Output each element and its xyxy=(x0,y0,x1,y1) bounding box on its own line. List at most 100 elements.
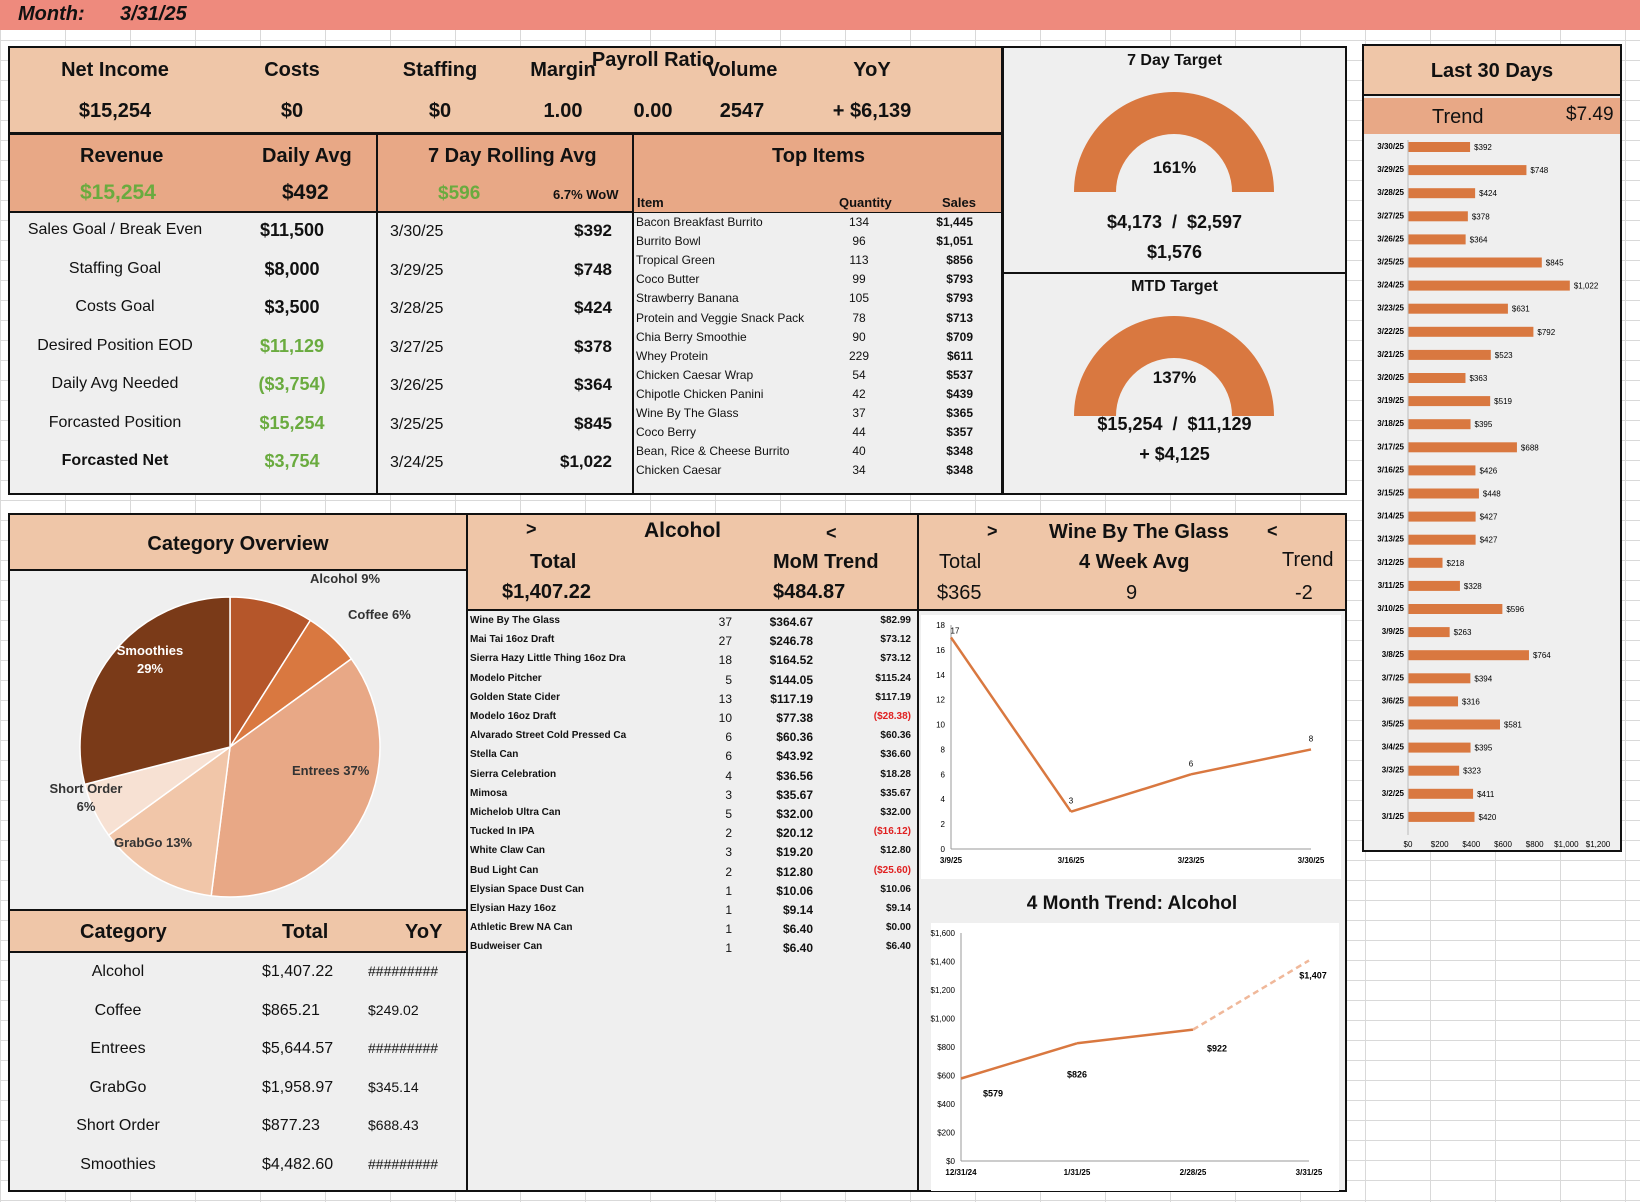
bar-13 xyxy=(1408,442,1517,453)
last30-trend-label: Trend xyxy=(1432,106,1484,128)
target-mtd-pct: 137% xyxy=(1152,368,1197,387)
daily-avg-value: $492 xyxy=(282,181,329,204)
category-yoy-3: $345.14 xyxy=(368,1078,419,1095)
category-overview-header: Category Overview xyxy=(10,515,466,571)
rolling-value-4: $364 xyxy=(574,375,612,394)
alcohol-sales-15: $9.14 xyxy=(782,903,813,917)
bar-label-4: $364 xyxy=(1470,235,1488,244)
bar-23 xyxy=(1408,673,1471,684)
rolling-title: 7 Day Rolling Avg xyxy=(428,145,597,167)
category-yoy-4: $688.43 xyxy=(368,1117,419,1133)
bar-27 xyxy=(1408,765,1460,776)
bar-6 xyxy=(1408,280,1570,291)
month-label: Month: xyxy=(18,3,85,25)
kpi-value-2: $0 xyxy=(428,100,452,122)
alcohol-sales-12: $19.20 xyxy=(776,845,813,860)
alcohol-qty-6: 6 xyxy=(725,730,732,745)
alcohol-prev-button[interactable]: > xyxy=(526,519,537,539)
alcohol-next-button[interactable]: < xyxy=(826,523,837,543)
kpi-strip: Net Income $15,254 Costs $0 Staffing $0 Margin… xyxy=(8,46,1003,134)
rolling-date-6: 3/24/25 xyxy=(390,454,444,471)
alc-ytick-6: $1,200 xyxy=(931,986,956,995)
target-7day: 7 Day Target 161% $4,173 / $2,597 $1,576 xyxy=(1004,48,1345,274)
bar-category-12: 3/18/25 xyxy=(1377,419,1404,428)
top-item-name-13: Chicken Caesar xyxy=(636,463,722,478)
last30-trend-value: $7.49 xyxy=(1566,104,1614,125)
bar-label-28: $411 xyxy=(1477,790,1495,799)
alc-ytick-7: $1,400 xyxy=(931,958,956,967)
rolling-date-5: 3/25/25 xyxy=(390,415,444,433)
pie-slice-alcohol xyxy=(229,596,312,750)
category-name-2: Entrees xyxy=(90,1040,146,1057)
alc-ytick-0: $0 xyxy=(946,1157,955,1166)
bar-label-5: $845 xyxy=(1546,259,1564,268)
category-pie-chart: Alcohol 9% Coffee 6% Entrees 37% GrabGo 13%… xyxy=(50,571,411,898)
category-name-1: Coffee xyxy=(94,1001,142,1019)
bar-label-1: $748 xyxy=(1530,166,1548,175)
bar-category-22: 3/8/25 xyxy=(1382,650,1405,659)
bar-category-26: 3/4/25 xyxy=(1382,743,1405,752)
goal-label-4: Daily Avg Needed xyxy=(51,375,179,392)
bar-category-17: 3/13/25 xyxy=(1377,535,1404,544)
alcohol-item-9: Mimosa xyxy=(470,787,508,799)
bar-0 xyxy=(1408,142,1471,152)
category-col-category: Category xyxy=(80,921,167,943)
pie-slice-grabgo xyxy=(107,745,231,897)
alcohol-item-3: Modelo Pitcher xyxy=(470,672,542,684)
bar-label-20: $596 xyxy=(1506,605,1524,614)
alc-xtick-3: 3/31/25 xyxy=(1296,1168,1323,1177)
goal-value-5: $15,254 xyxy=(259,412,325,433)
bar-label-26: $395 xyxy=(1475,744,1493,753)
rolling-date-1: 3/29/25 xyxy=(390,261,444,279)
top-item-sales-9: $439 xyxy=(946,386,973,401)
pie-label-1: Coffee 6% xyxy=(348,607,411,622)
alcohol-item-4: Golden State Cider xyxy=(470,691,561,703)
alc-xtick-1: 1/31/25 xyxy=(1064,1168,1091,1177)
alcohol-mom-9: $35.67 xyxy=(880,787,911,799)
alcohol-mom-14: $10.06 xyxy=(880,883,911,895)
alcohol-qty-17: 1 xyxy=(725,941,732,956)
category-table-panel: Category Total YoY Alcohol $1,407.22 #####… xyxy=(8,909,468,1192)
wine-ytick-2: 4 xyxy=(941,795,946,804)
rolling-date-0: 3/30/25 xyxy=(390,223,444,240)
category-name-0: Alcohol xyxy=(91,963,145,980)
wine-segment-2 xyxy=(1190,748,1312,776)
top-item-qty-2: 113 xyxy=(849,253,869,268)
alcohol-qty-15: 1 xyxy=(725,903,732,917)
wine-header: > Wine By The Glass < Total 4 Week Avg T… xyxy=(919,515,1345,611)
targets-panel: 7 Day Target 161% $4,173 / $2,597 $1,576… xyxy=(1002,46,1347,495)
bar-category-15: 3/15/25 xyxy=(1377,489,1404,498)
month-value: 3/31/25 xyxy=(120,3,187,25)
alcohol-panel: > Alcohol < Total MoM Trend $1,407.22 $4… xyxy=(466,513,919,1192)
bar-xtick-2: $400 xyxy=(1462,840,1480,849)
bar-1 xyxy=(1408,165,1527,176)
wine-prev-button[interactable]: > xyxy=(987,521,998,541)
bar-category-6: 3/24/25 xyxy=(1377,281,1404,290)
rolling-value-5: $845 xyxy=(574,413,612,433)
category-col-yoy: YoY xyxy=(405,921,443,943)
pie-label-2: Entrees 37% xyxy=(292,763,370,778)
bar-18 xyxy=(1408,557,1443,568)
top-item-name-9: Chipotle Chicken Panini xyxy=(636,386,764,401)
wine-weekly-line-chart: 0 2 4 6 8 10 12 14 16 18 3/9/25 3/16/25 3/23/25 3/30/… xyxy=(921,615,1341,879)
alcohol-qty-4: 13 xyxy=(718,691,732,706)
top-item-name-6: Chia Berry Smoothie xyxy=(636,329,747,344)
bar-category-18: 3/12/25 xyxy=(1377,558,1404,567)
alcohol-sales-4: $117.19 xyxy=(770,691,813,706)
category-overview-title: Category Overview xyxy=(147,533,329,555)
bar-10 xyxy=(1408,373,1466,383)
category-overview-panel: Category Overview Alcohol 9% Coffee 6% Ent… xyxy=(8,513,468,911)
top-item-sales-13: $348 xyxy=(946,463,973,478)
top-item-sales-3: $793 xyxy=(946,272,973,287)
bar-category-24: 3/6/25 xyxy=(1382,696,1405,705)
alcohol-sales-10: $32.00 xyxy=(776,807,813,821)
top-item-qty-12: 40 xyxy=(852,444,866,459)
top-item-qty-7: 229 xyxy=(848,348,870,363)
alcohol-item-10: Michelob Ultra Can xyxy=(470,807,561,818)
wine-point-label-0: 17 xyxy=(951,626,960,635)
wine-point-label-3: 8 xyxy=(1309,734,1314,743)
alcohol-sales-9: $35.67 xyxy=(776,787,813,802)
wine-panel: > Wine By The Glass < Total 4 Week Avg T… xyxy=(917,513,1347,1192)
bar-29 xyxy=(1408,811,1475,822)
wine-next-button[interactable]: < xyxy=(1267,521,1278,541)
